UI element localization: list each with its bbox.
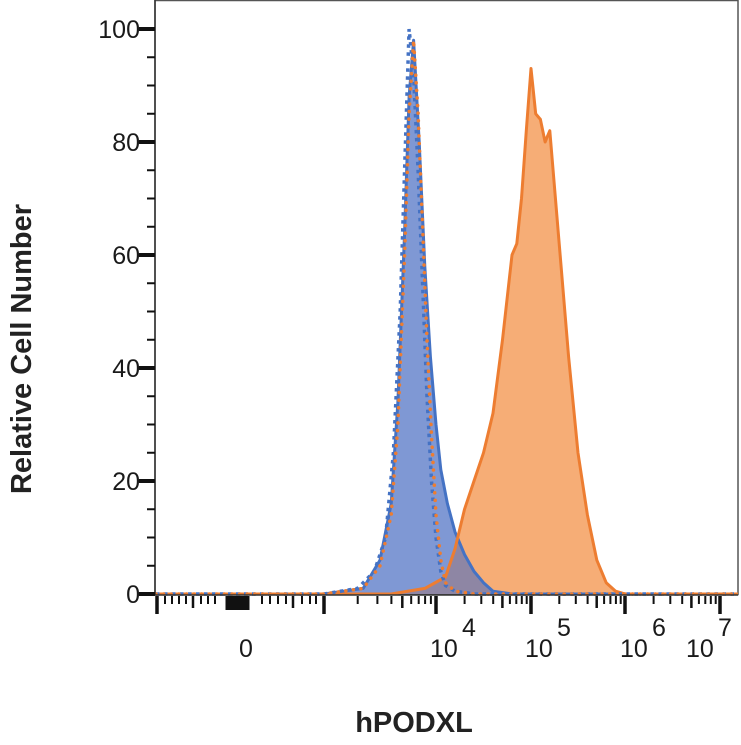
x-tick-label-1e5-base: 10 [525,635,553,663]
blue-filled-area [156,40,738,595]
x-axis-title: hPODXL [355,707,473,739]
y-tick-label: 40 [112,355,140,383]
y-tick-labels: 0 20 40 60 80 100 [98,16,140,609]
y-tick-label: 80 [112,129,140,157]
orange-solid-line [156,67,738,596]
y-axis-ticks [139,27,155,596]
y-tick-label: 0 [126,581,140,609]
y-tick-label: 60 [112,242,140,270]
x-tick-label-1e5-exp: 5 [557,614,571,642]
orange-dotted-line [154,40,740,596]
x-tick-label-1e4-base: 10 [430,635,458,663]
x-tick-label-1e7-exp: 7 [718,614,732,642]
x-tick-label-1e6-base: 10 [620,635,648,663]
x-tick-label-1e7-base: 10 [686,635,714,663]
y-tick-label: 100 [98,16,140,44]
x-tick-label-1e4-exp: 4 [462,614,476,642]
x-tick-label-zero: 0 [239,635,253,663]
x-axis-ticks [155,596,722,614]
x-tick-label-1e6-exp: 6 [652,614,666,642]
series-layer [154,28,740,596]
y-axis-title: Relative Cell Number [6,204,38,494]
y-tick-label: 20 [112,468,140,496]
blue-dotted-line [156,28,738,596]
x-tick-labels: 0 10 4 10 5 10 6 10 7 [239,614,732,663]
